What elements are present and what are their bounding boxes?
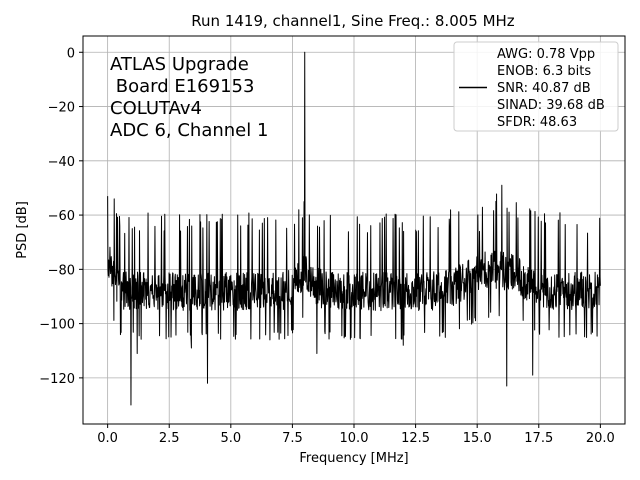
y-tick-label: −20 [48,101,75,116]
x-tick-label: 2.5 [159,431,180,446]
x-tick-label: 10.0 [340,431,369,446]
annotation-block: ATLAS Upgrade Board E169153 COLUTAv4 ADC… [110,54,268,141]
plot-area-clip [107,51,601,406]
x-tick-label: 20.0 [586,431,615,446]
legend-line-1: AWG: 0.78 Vpp [497,47,595,62]
legend-line-5: SFDR: 48.63 [497,115,577,130]
annotation-line-3: COLUTAv4 [110,98,202,119]
y-axis-ticks: 0 −20 −40 −60 −80 −100 −120 [39,46,83,387]
x-tick-label: 17.5 [524,431,553,446]
legend: AWG: 0.78 Vpp ENOB: 6.3 bits SNR: 40.87 … [453,41,619,132]
y-tick-label: −120 [39,372,75,387]
x-axis-ticks: 0.0 2.5 5.0 7.5 10.0 12.5 15.0 17.5 20.0 [97,424,615,446]
legend-line-3: SNR: 40.87 dB [497,81,591,96]
annotation-line-4: ADC 6, Channel 1 [110,120,268,141]
y-tick-label: −40 [48,155,75,170]
legend-box [453,41,619,132]
y-axis-label: PSD [dB] [15,201,30,259]
x-axis-label: Frequency [MHz] [299,451,408,466]
x-tick-label: 15.0 [463,431,492,446]
legend-line-2: ENOB: 6.3 bits [497,64,591,79]
y-tick-label: −60 [48,209,75,224]
psd-series-line [107,51,601,406]
y-tick-label: 0 [67,46,75,61]
x-tick-label: 0.0 [97,431,118,446]
x-tick-label: 7.5 [282,431,303,446]
legend-line-4: SINAD: 39.68 dB [497,98,605,113]
chart-title: Run 1419, channel1, Sine Freq.: 8.005 MH… [191,12,515,30]
y-tick-label: −80 [48,263,75,278]
annotation-line-2: Board E169153 [110,76,254,97]
y-tick-label: −100 [39,318,75,333]
x-tick-label: 5.0 [220,431,241,446]
x-tick-label: 12.5 [401,431,430,446]
annotation-line-1: ATLAS Upgrade [110,54,249,75]
